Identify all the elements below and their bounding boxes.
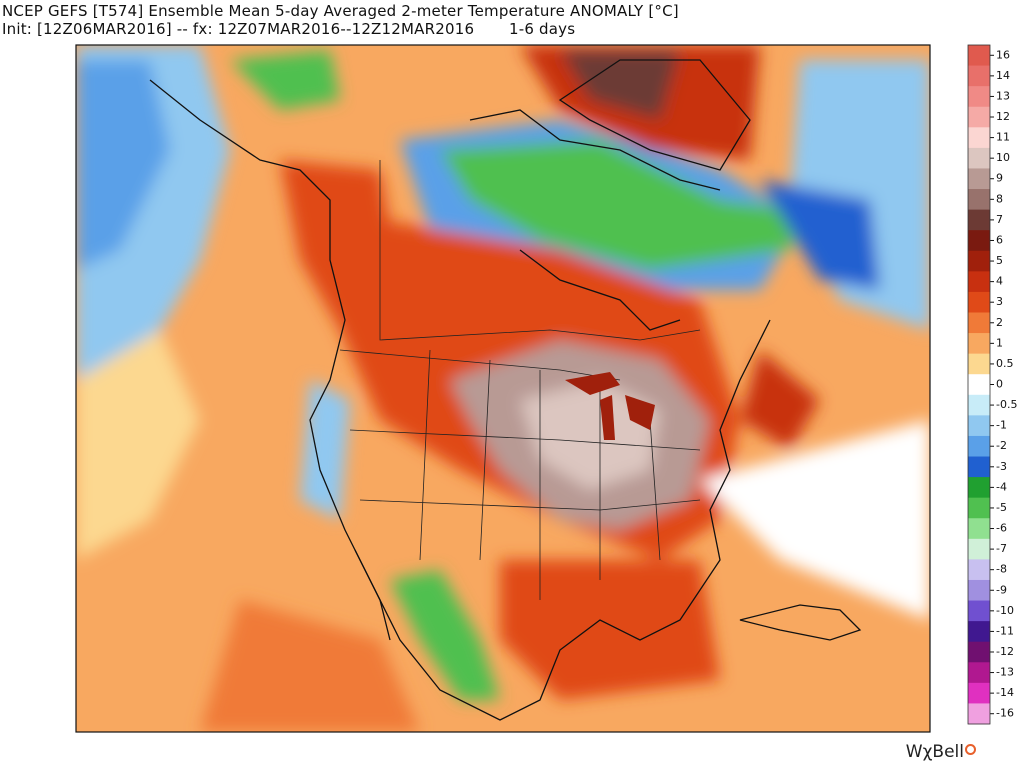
colorbar-swatch <box>968 703 990 725</box>
colorbar-swatch <box>968 579 990 602</box>
colorbar-label: -7 <box>996 542 1007 555</box>
colorbar-swatch <box>968 333 990 355</box>
colorbar-label: -1 <box>996 419 1007 432</box>
colorbar-label: -16 <box>996 707 1014 720</box>
colorbar-swatch <box>968 456 990 478</box>
colorbar: 16 14 13 12 11 10 9 8 7 6 5 4 3 2 1 0.5 0 -0.5 -1 -2 -3 -4 -5 -… <box>967 44 1017 725</box>
colorbar-swatch <box>968 127 990 149</box>
colorbar-label: -5 <box>996 501 1007 514</box>
colorbar-label: 10 <box>996 151 1010 164</box>
brand: WχBell <box>905 742 976 762</box>
colorbar-label: 11 <box>996 131 1010 144</box>
colorbar-swatch <box>968 291 990 313</box>
colorbar-label: 0.5 <box>996 357 1014 370</box>
colorbar-swatch <box>968 271 990 293</box>
colorbar-swatch <box>968 250 990 272</box>
colorbar-label: 6 <box>996 233 1003 246</box>
colorbar-swatch <box>968 147 990 169</box>
colorbar-swatch <box>968 209 990 231</box>
colorbar-label: 0 <box>996 378 1003 391</box>
brand-text: WχBell <box>905 742 964 762</box>
colorbar-label: 5 <box>996 254 1003 267</box>
coastlines <box>149 59 862 721</box>
colorbar-label: -6 <box>996 522 1007 535</box>
colorbar-label: -8 <box>996 563 1007 576</box>
colorbar-label: -10 <box>996 604 1014 617</box>
colorbar-label: -3 <box>996 460 1007 473</box>
colorbar-label: 12 <box>996 110 1010 123</box>
colorbar-swatch <box>968 682 990 704</box>
colorbar-swatch <box>968 600 990 622</box>
colorbar-swatch <box>968 353 990 375</box>
colorbar-swatch <box>968 435 990 458</box>
colorbar-swatch <box>968 45 990 67</box>
colorbar-swatch <box>968 641 990 663</box>
colorbar-swatch <box>968 497 990 519</box>
colorbar-swatch <box>968 312 990 334</box>
colorbar-label: 1 <box>996 336 1003 349</box>
brand-dot <box>965 744 976 755</box>
colorbar-swatch <box>968 559 990 581</box>
colorbar-swatch <box>968 518 990 540</box>
colorbar-swatch <box>968 477 990 499</box>
colorbar-label: -14 <box>996 686 1014 699</box>
colorbar-label: 3 <box>996 295 1003 308</box>
colorbar-swatch <box>968 415 990 437</box>
colorbar-label: 2 <box>996 316 1003 329</box>
colorbar-label: 8 <box>996 192 1003 205</box>
title: NCEP GEFS [T574] Ensemble Mean 5-day Ave… <box>2 2 679 20</box>
colorbar-label: -12 <box>996 645 1014 658</box>
subtitle: Init: [12Z06MAR2016] -- fx: 12Z07MAR2016… <box>2 20 576 38</box>
colorbar-swatch <box>968 189 990 211</box>
colorbar-swatch <box>968 621 990 643</box>
colorbar-label: 4 <box>996 275 1003 288</box>
colorbar-border <box>967 44 991 725</box>
colorbar-label: 14 <box>996 69 1010 82</box>
colorbar-label: -2 <box>996 439 1007 452</box>
colorbar-label: -9 <box>996 583 1007 596</box>
colorbar-swatch <box>968 538 990 560</box>
colorbar-label: 7 <box>996 213 1003 226</box>
colorbar-label: 16 <box>996 48 1010 61</box>
colorbar-swatch <box>968 374 990 396</box>
anomaly-field <box>76 45 930 732</box>
colorbar-swatch <box>968 86 990 108</box>
colorbar-swatch <box>968 394 990 416</box>
map-frame <box>75 44 931 733</box>
colorbar-swatch <box>968 168 990 190</box>
great-lakes <box>565 372 655 440</box>
colorbar-swatch <box>968 65 990 87</box>
colorbar-label: -0.5 <box>996 398 1017 411</box>
colorbar-swatch <box>968 662 990 684</box>
colorbar-label: 9 <box>996 172 1003 185</box>
colorbar-swatch <box>968 230 990 252</box>
colorbar-label: -13 <box>996 666 1014 679</box>
colorbar-label: 13 <box>996 89 1010 102</box>
colorbar-label: -4 <box>996 480 1007 493</box>
colorbar-swatch <box>968 106 990 128</box>
colorbar-label: -11 <box>996 624 1014 637</box>
